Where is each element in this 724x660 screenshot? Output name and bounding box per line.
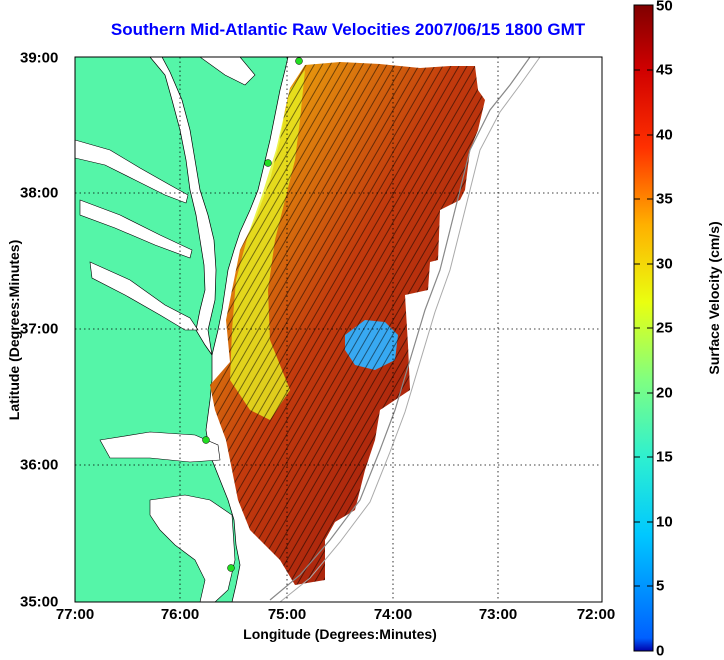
x-axis-label: Longitude (Degrees:Minutes) bbox=[243, 626, 437, 642]
x-tick-label: 73:00 bbox=[478, 606, 518, 623]
radar-station-marker bbox=[227, 564, 235, 572]
y-tick-label: 35:00 bbox=[20, 593, 59, 611]
radar-station-marker bbox=[264, 159, 272, 167]
radar-station-marker bbox=[202, 436, 210, 444]
x-tick-label: 77:00 bbox=[55, 606, 95, 623]
y-axis-label: Latitude (Degrees:Minutes) bbox=[6, 239, 22, 421]
x-tick-label: 74:00 bbox=[373, 606, 413, 623]
river-potomac bbox=[75, 139, 189, 204]
x-tick-label: 76:00 bbox=[160, 606, 200, 623]
x-tick-label: 72:00 bbox=[576, 606, 616, 623]
colorbar-tick-label: 0 bbox=[656, 642, 665, 660]
y-tick-label: 37:00 bbox=[20, 320, 59, 338]
river-james bbox=[89, 261, 199, 331]
colorbar-label: Surface Velocity (cm/s) bbox=[706, 221, 722, 375]
x-tick-label: 75:00 bbox=[267, 606, 307, 623]
y-tick-label: 36:00 bbox=[20, 456, 59, 474]
map-grid bbox=[75, 57, 602, 602]
delaware-bay bbox=[199, 57, 256, 86]
shelf-contour bbox=[269, 57, 531, 601]
colorbar-tick-label: 50 bbox=[656, 0, 673, 15]
colorbar-tick-label: 35 bbox=[656, 190, 673, 208]
colorbar-ticks bbox=[634, 69, 653, 587]
colorbar-tick-label: 20 bbox=[656, 384, 673, 402]
colorbar-tick-label: 40 bbox=[656, 126, 673, 144]
y-tick-label: 39:00 bbox=[20, 49, 59, 67]
land-mass bbox=[75, 57, 289, 602]
y-tick-label: 38:00 bbox=[20, 184, 59, 202]
albemarle-sound bbox=[99, 431, 221, 463]
colorbar-tick-label: 10 bbox=[656, 513, 673, 531]
shelf-contour-2 bbox=[279, 57, 541, 602]
plot-frame bbox=[74, 56, 603, 603]
river-rappahannock bbox=[79, 199, 193, 259]
colorbar-tick-label: 15 bbox=[656, 448, 673, 466]
colorbar-tick-label: 45 bbox=[656, 61, 673, 79]
colorbar-tick-label: 5 bbox=[656, 577, 665, 595]
pamlico-sound bbox=[149, 494, 236, 602]
colorbar-tick-label: 25 bbox=[656, 319, 673, 337]
radar-station-marker bbox=[295, 57, 303, 65]
map-title: Southern Mid-Atlantic Raw Velocities 200… bbox=[110, 20, 586, 39]
chesapeake-bay bbox=[149, 57, 217, 356]
colorbar-tick-label: 30 bbox=[656, 255, 673, 273]
